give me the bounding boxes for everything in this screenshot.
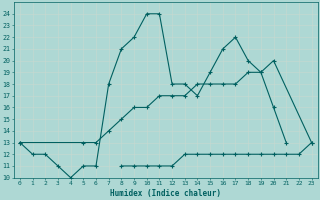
X-axis label: Humidex (Indice chaleur): Humidex (Indice chaleur) [110,189,221,198]
